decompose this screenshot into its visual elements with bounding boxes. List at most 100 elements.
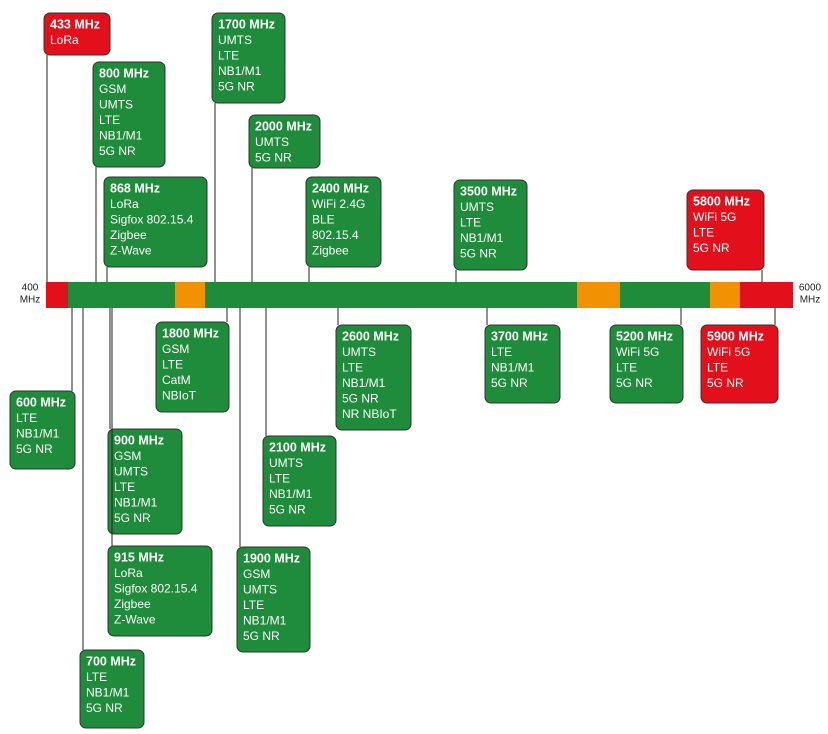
box-item: LoRa [50, 33, 79, 47]
box-item: 5G NR [693, 241, 730, 255]
box-item: 5G NR [707, 376, 744, 390]
box-item: 5G NR [243, 629, 280, 643]
box-item: NR NBIoT [342, 407, 397, 421]
box [107, 545, 213, 637]
axis-start-unit: MHz [20, 295, 41, 306]
box-item: UMTS [269, 456, 303, 470]
box-title: 3500 MHz [460, 184, 517, 198]
box-item: NB1/M1 [342, 376, 386, 390]
box-item: GSM [243, 567, 270, 581]
box [262, 435, 337, 527]
box-item: NB1/M1 [460, 231, 504, 245]
box [103, 176, 208, 268]
box-item: BLE [312, 213, 335, 227]
box-title: 5900 MHz [707, 329, 764, 343]
box-item: UMTS [460, 200, 494, 214]
box-title: 5800 MHz [693, 194, 750, 208]
box-item: 5G NR [218, 80, 255, 94]
box [305, 176, 382, 268]
box-item: GSM [114, 449, 141, 463]
box-item: 5G NR [269, 503, 306, 517]
box-item: NB1/M1 [218, 64, 262, 78]
box [211, 12, 286, 104]
bar-segment [740, 282, 793, 308]
box-item: LTE [616, 361, 637, 375]
bar-segment [577, 282, 620, 308]
box-item: 5G NR [255, 151, 292, 165]
box-item: GSM [99, 82, 126, 96]
band-bar [46, 282, 793, 308]
frequency-box: 433 MHz LoRa [43, 12, 111, 56]
box-item: NB1/M1 [99, 129, 143, 143]
box-item: LoRa [110, 197, 139, 211]
bar-segment [68, 282, 175, 308]
box-title: 1800 MHz [162, 326, 219, 340]
box-item: UMTS [218, 33, 252, 47]
box-item: UMTS [99, 98, 133, 112]
box-item: GSM [162, 342, 189, 356]
box-item: LTE [162, 358, 183, 372]
bar-segment [46, 282, 68, 308]
box-title: 915 MHz [114, 550, 164, 564]
box-item: Zigbee [312, 244, 349, 258]
bar-segment [710, 282, 740, 308]
box [9, 390, 76, 470]
box-item: 5G NR [616, 376, 653, 390]
box-item: WiFi 2.4G [312, 197, 365, 211]
box-title: 2600 MHz [342, 329, 399, 343]
box-item: NBIoT [162, 389, 197, 403]
box-item: LTE [99, 113, 120, 127]
box-item: LTE [693, 226, 714, 240]
box-item: NB1/M1 [16, 427, 60, 441]
box-item: LTE [707, 361, 728, 375]
box-title: 1900 MHz [243, 551, 300, 565]
box-item: 5G NR [342, 392, 379, 406]
box-item: LTE [491, 345, 512, 359]
box-item: NB1/M1 [114, 496, 158, 510]
box-title: 900 MHz [114, 433, 164, 447]
box-item: UMTS [114, 465, 148, 479]
box-title: 1700 MHz [218, 17, 275, 31]
box-item: Z-Wave [110, 244, 152, 258]
bar-segment [175, 282, 205, 308]
bar-segment [620, 282, 710, 308]
box [79, 649, 145, 729]
box-item: UMTS [342, 345, 376, 359]
box-title: 5200 MHz [616, 329, 673, 343]
box-title: 800 MHz [99, 66, 149, 80]
box-item: NB1/M1 [269, 487, 313, 501]
box-item: LTE [218, 49, 239, 63]
box [107, 428, 183, 535]
box-item: 5G NR [16, 442, 53, 456]
bar-segment [205, 282, 577, 308]
box-item: LTE [86, 670, 107, 684]
box [484, 324, 561, 404]
box-title: 700 MHz [86, 654, 136, 668]
box-item: LTE [460, 216, 481, 230]
box-item: Sigfox 802.15.4 [114, 582, 198, 596]
box [236, 546, 311, 653]
box-item: Sigfox 802.15.4 [110, 213, 194, 227]
box-item: UMTS [255, 135, 289, 149]
box-item: 5G NR [86, 701, 123, 715]
box [155, 321, 230, 413]
box-item: NB1/M1 [86, 686, 130, 700]
axis-end-unit: MHz [800, 295, 821, 306]
box-item: LTE [16, 411, 37, 425]
box [453, 179, 528, 271]
box-item: WiFi 5G [693, 210, 736, 224]
box-item: Zigbee [114, 597, 151, 611]
box-title: 868 MHz [110, 181, 160, 195]
